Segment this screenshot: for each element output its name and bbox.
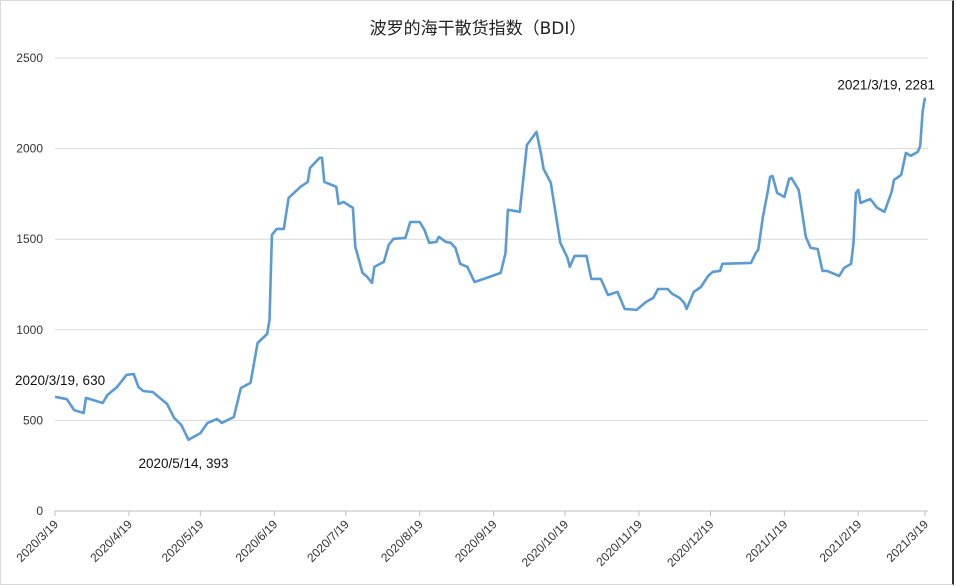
y-tick-label: 1500 <box>16 232 43 246</box>
y-tick-label: 1000 <box>16 323 43 337</box>
x-tick-label: 2020/3/19 <box>13 517 61 565</box>
x-tick-label: 2020/6/19 <box>233 517 281 565</box>
y-tick-label: 0 <box>36 504 43 518</box>
x-tick-label: 2020/8/19 <box>378 517 426 565</box>
data-label: 2020/3/19, 630 <box>15 373 105 388</box>
x-tick-label: 2021/3/19 <box>883 517 931 565</box>
data-label: 2020/5/14, 393 <box>138 456 228 471</box>
y-tick-label: 2000 <box>16 142 43 156</box>
series-line <box>54 97 927 442</box>
x-tick-label: 2021/2/19 <box>817 517 865 565</box>
x-tick-label: 2020/4/19 <box>87 517 135 565</box>
x-tick-label: 2020/10/19 <box>519 517 572 570</box>
x-tick-label: 2020/5/19 <box>159 517 207 565</box>
y-tick-label: 2500 <box>16 51 43 65</box>
data-label: 2021/3/19, 2281 <box>837 78 935 93</box>
chart-title: 波罗的海干散货指数（BDI） <box>369 19 587 39</box>
x-tick-label: 2020/9/19 <box>452 517 500 565</box>
y-tick-label: 500 <box>23 413 43 427</box>
x-tick-label: 2020/11/19 <box>593 517 645 569</box>
x-tick-label: 2020/7/19 <box>304 517 352 565</box>
x-tick-label: 2020/12/19 <box>664 517 717 570</box>
x-tick-label: 2021/1/19 <box>743 517 791 565</box>
